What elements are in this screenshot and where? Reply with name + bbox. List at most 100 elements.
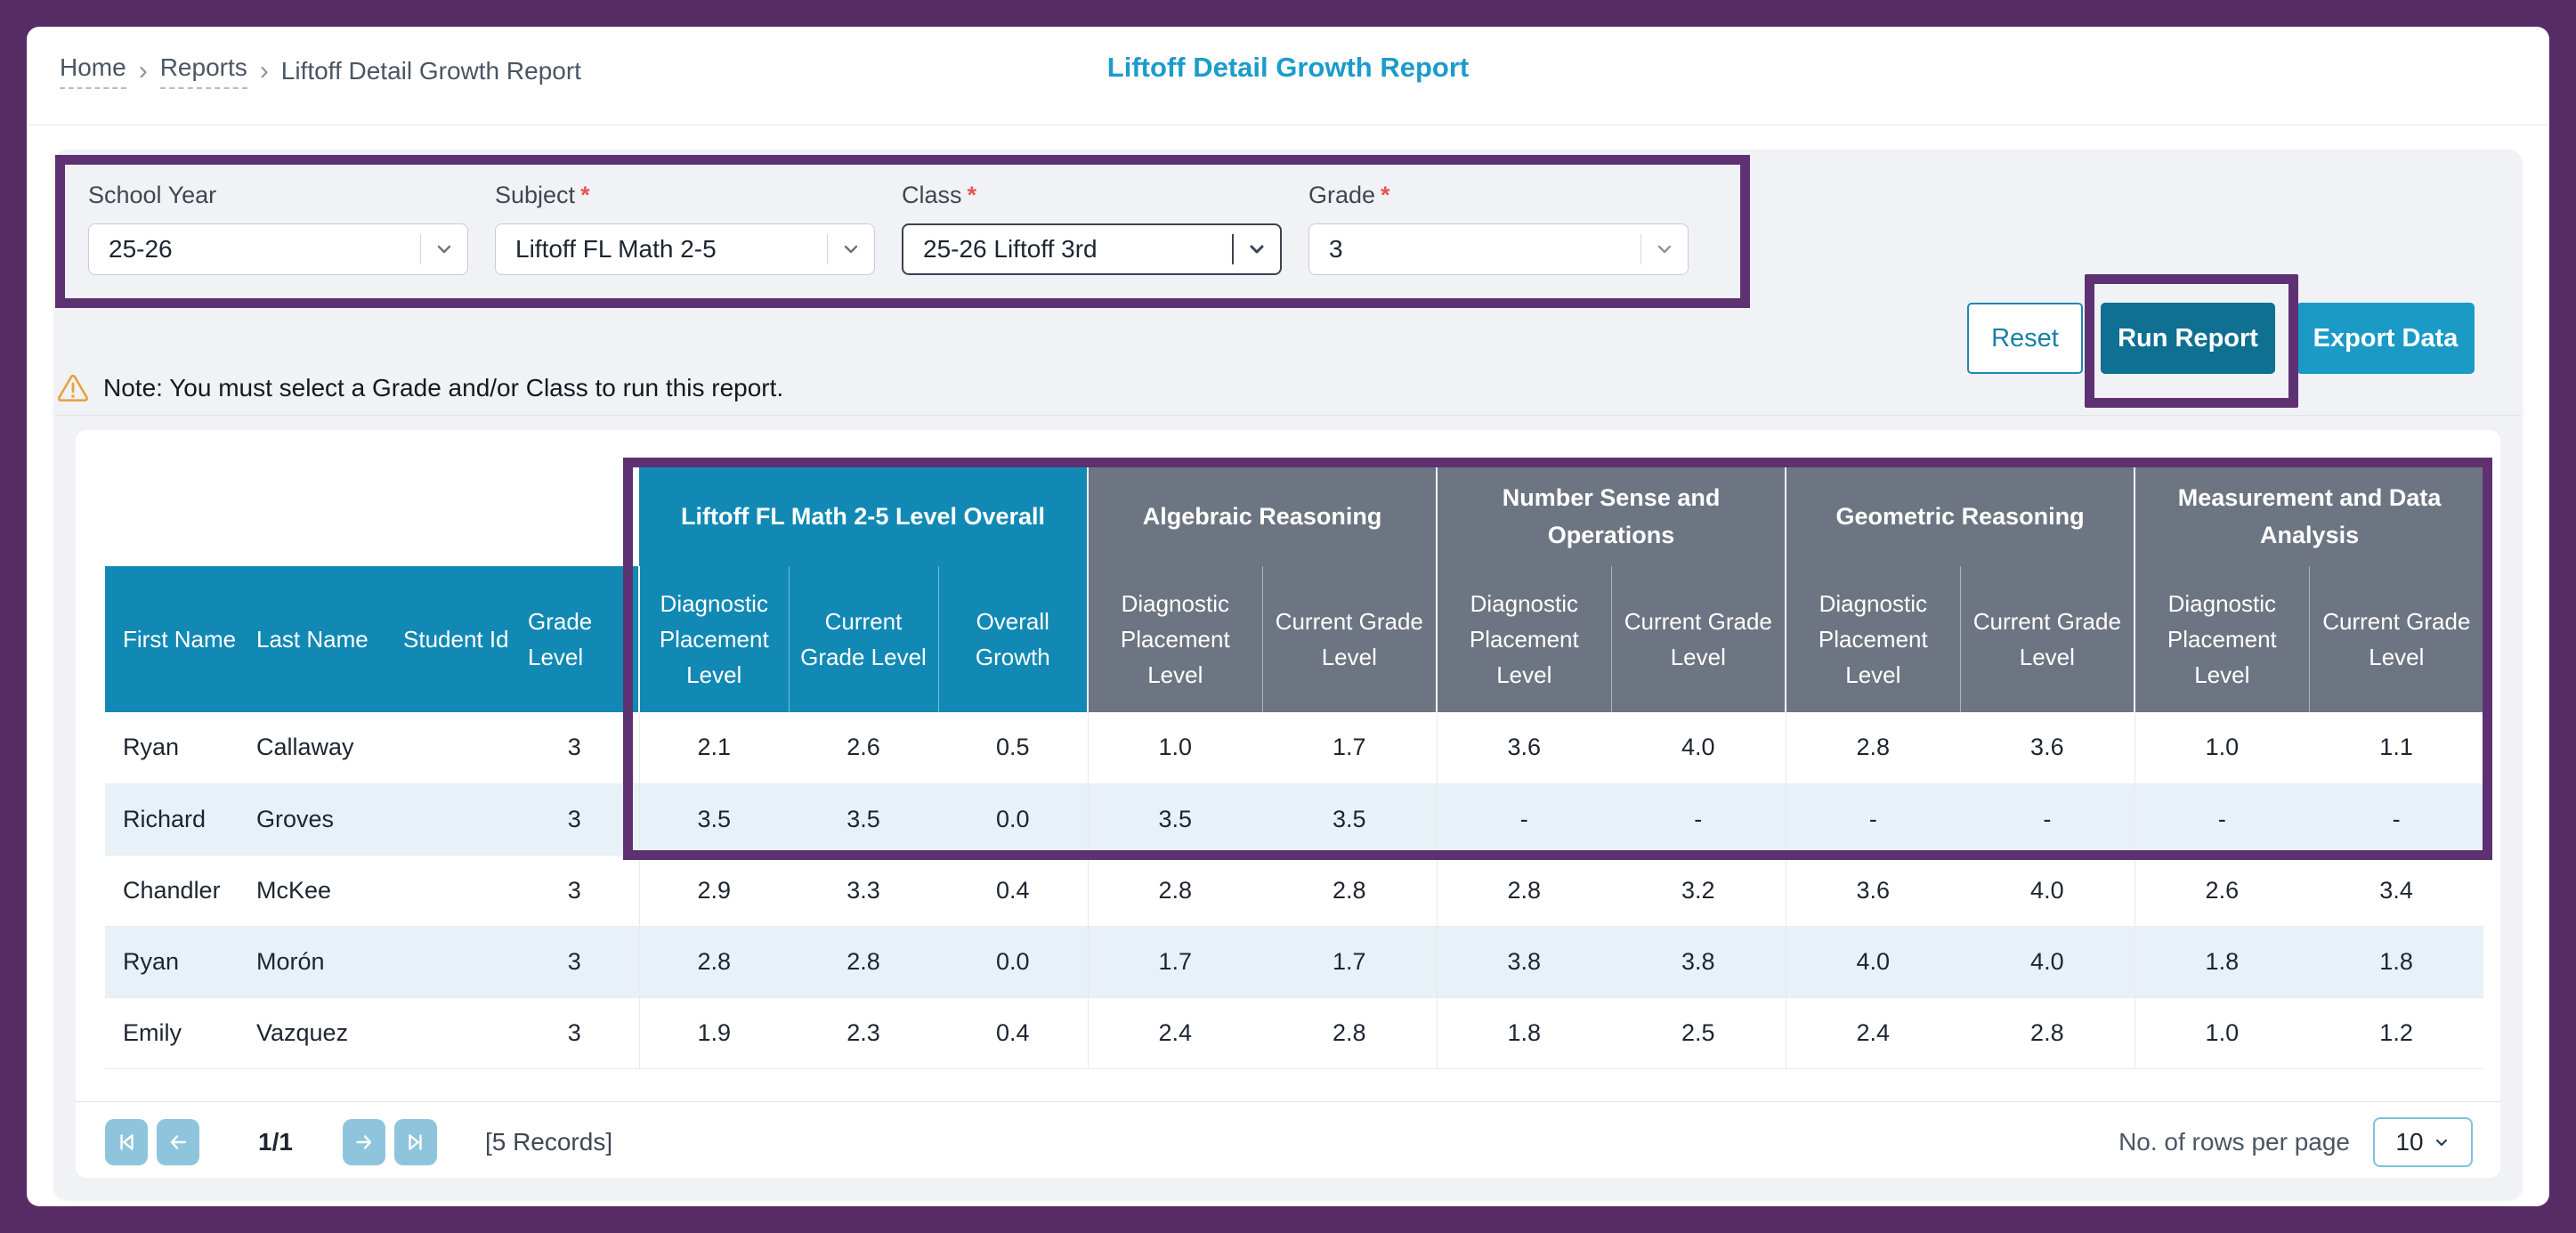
score-cell: -	[2309, 783, 2483, 855]
breadcrumb-home-link[interactable]: Home	[60, 53, 126, 89]
table-row: RyanCallaway32.12.60.51.01.73.64.02.83.6…	[105, 712, 2483, 783]
score-cell: -	[1611, 783, 1786, 855]
growth-report-table: Liftoff FL Math 2-5 Level Overall Algebr…	[105, 466, 2483, 1069]
score-cell: 1.2	[2309, 997, 2483, 1068]
breadcrumb: Home › Reports › Liftoff Detail Growth R…	[60, 53, 581, 89]
score-cell: 3.4	[2309, 855, 2483, 926]
group-header-number-sense: Number Sense and Operations	[1437, 466, 1786, 566]
student-info-cell: Callaway	[239, 712, 385, 783]
last-page-button[interactable]	[394, 1119, 437, 1165]
score-cell: 0.4	[938, 997, 1088, 1068]
student-info-cell	[385, 783, 510, 855]
student-info-cell: Ryan	[105, 712, 239, 783]
table-row: RichardGroves33.53.50.03.53.5------	[105, 783, 2483, 855]
score-cell: -	[1786, 783, 1960, 855]
select-divider	[827, 234, 828, 264]
score-cell: -	[2135, 783, 2309, 855]
required-mark: *	[1381, 182, 1390, 208]
column-header: Current Grade Level	[1262, 566, 1437, 712]
score-cell: 2.8	[639, 926, 789, 997]
score-cell: 1.7	[1088, 926, 1262, 997]
column-header: Diagnostic Placement Level	[1437, 566, 1611, 712]
header-divider	[27, 125, 2549, 126]
grade-label: Grade*	[1308, 182, 1689, 209]
score-cell: 0.5	[938, 712, 1088, 783]
reset-button[interactable]: Reset	[1967, 303, 2083, 374]
score-cell: 3.3	[789, 855, 938, 926]
group-header-geometric: Geometric Reasoning	[1786, 466, 2135, 566]
school-year-select[interactable]: 25-26	[88, 223, 468, 275]
column-header: Current Grade Level	[789, 566, 938, 712]
score-cell: 2.4	[1786, 997, 1960, 1068]
group-header-algebraic: Algebraic Reasoning	[1088, 466, 1437, 566]
rows-per-page-label: No. of rows per page	[2118, 1128, 2350, 1156]
chevron-down-icon	[1653, 238, 1676, 261]
select-divider	[1640, 234, 1641, 264]
subject-field: Subject* Liftoff FL Math 2-5	[495, 182, 875, 275]
score-cell: 3.5	[1262, 783, 1437, 855]
select-divider	[420, 234, 421, 264]
table-card: Liftoff FL Math 2-5 Level Overall Algebr…	[76, 430, 2500, 1178]
subject-select[interactable]: Liftoff FL Math 2-5	[495, 223, 875, 275]
student-info-cell	[385, 997, 510, 1068]
score-cell: 3.5	[789, 783, 938, 855]
first-page-button[interactable]	[105, 1119, 148, 1165]
group-header-blank	[105, 466, 639, 566]
grade-select[interactable]: 3	[1308, 223, 1689, 275]
records-count: [5 Records]	[485, 1128, 612, 1156]
score-cell: 3.8	[1437, 926, 1611, 997]
grade-field: Grade* 3	[1308, 182, 1689, 275]
score-cell: 1.0	[2135, 712, 2309, 783]
run-report-button[interactable]: Run Report	[2101, 303, 2275, 374]
column-header: Last Name	[239, 566, 385, 712]
class-label: Class*	[902, 182, 1282, 209]
score-cell: 1.0	[2135, 997, 2309, 1068]
score-cell: 2.8	[1786, 712, 1960, 783]
score-cell: 2.8	[1262, 855, 1437, 926]
student-info-cell: Ryan	[105, 926, 239, 997]
student-info-cell: 3	[510, 997, 639, 1068]
required-mark: *	[968, 182, 977, 208]
class-select[interactable]: 25-26 Liftoff 3rd	[902, 223, 1282, 275]
next-page-button[interactable]	[343, 1119, 385, 1165]
score-cell: -	[1437, 783, 1611, 855]
student-info-cell: 3	[510, 855, 639, 926]
breadcrumb-reports-link[interactable]: Reports	[160, 53, 247, 89]
column-header: Diagnostic Placement Level	[1088, 566, 1262, 712]
export-data-button[interactable]: Export Data	[2297, 303, 2475, 374]
column-header: Diagnostic Placement Level	[1786, 566, 1960, 712]
score-cell: 2.4	[1088, 997, 1262, 1068]
column-header-row: First Name Last Name Student Id Grade Le…	[105, 566, 2483, 712]
class-value: 25-26 Liftoff 3rd	[903, 235, 1232, 264]
breadcrumb-separator: ›	[260, 56, 269, 86]
score-cell: 4.0	[1786, 926, 1960, 997]
previous-page-button[interactable]	[157, 1119, 199, 1165]
table-row: RyanMorón32.82.80.01.71.73.83.84.04.01.8…	[105, 926, 2483, 997]
column-header: Grade Level	[510, 566, 639, 712]
student-info-cell	[385, 855, 510, 926]
report-panel: School Year 25-26 Subject* Liftoff FL Ma…	[53, 150, 2523, 1200]
next-page-icon	[352, 1131, 376, 1154]
group-header-overall: Liftoff FL Math 2-5 Level Overall	[639, 466, 1088, 566]
column-header: First Name	[105, 566, 239, 712]
score-cell: 2.1	[639, 712, 789, 783]
group-header-measurement: Measurement and Data Analysis	[2135, 466, 2483, 566]
subject-label: Subject*	[495, 182, 875, 209]
score-cell: 4.0	[1960, 926, 2135, 997]
score-cell: 3.8	[1611, 926, 1786, 997]
score-cell: 1.1	[2309, 712, 2483, 783]
column-header: Current Grade Level	[2309, 566, 2483, 712]
previous-page-icon	[166, 1131, 190, 1154]
score-cell: 2.6	[2135, 855, 2309, 926]
chevron-down-icon	[1245, 238, 1268, 261]
rows-per-page-select[interactable]: 10	[2373, 1117, 2473, 1167]
score-cell: 3.2	[1611, 855, 1786, 926]
warning-icon	[57, 374, 89, 402]
chevron-down-icon	[839, 238, 863, 261]
chevron-down-icon	[433, 238, 456, 261]
score-cell: 1.7	[1262, 712, 1437, 783]
student-info-cell: Chandler	[105, 855, 239, 926]
table-row: ChandlerMcKee32.93.30.42.82.82.83.23.64.…	[105, 855, 2483, 926]
score-cell: 2.8	[1437, 855, 1611, 926]
score-cell: 1.0	[1088, 712, 1262, 783]
